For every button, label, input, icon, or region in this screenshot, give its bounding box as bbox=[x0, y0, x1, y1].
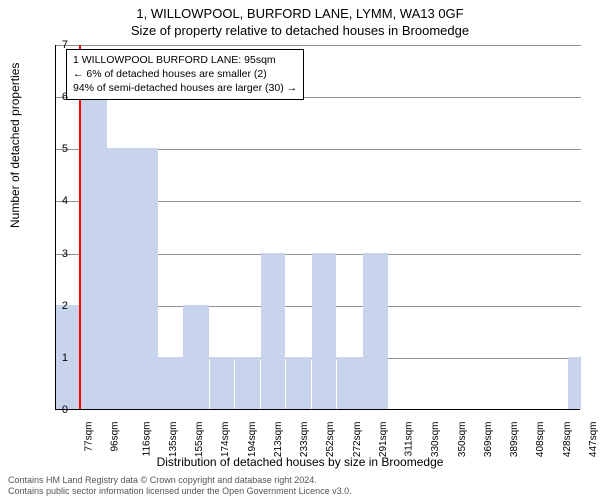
y-tick-label: 3 bbox=[48, 248, 68, 260]
x-tick-label: 174sqm bbox=[220, 422, 231, 458]
histogram-bar bbox=[132, 148, 158, 409]
histogram-bar bbox=[107, 148, 131, 409]
histogram-bar bbox=[235, 357, 261, 409]
x-tick-label: 77sqm bbox=[84, 422, 95, 452]
y-axis-label: Number of detached properties bbox=[8, 63, 22, 228]
x-tick-label: 96sqm bbox=[110, 422, 121, 452]
x-tick-label: 116sqm bbox=[141, 422, 152, 457]
x-tick-label: 389sqm bbox=[509, 422, 520, 458]
chart-area bbox=[55, 45, 580, 410]
annotation-line3: 94% of semi-detached houses are larger (… bbox=[73, 81, 297, 95]
x-tick-label: 311sqm bbox=[403, 422, 414, 457]
footer-line1: Contains HM Land Registry data © Crown c… bbox=[8, 475, 352, 486]
gridline bbox=[56, 45, 581, 46]
y-tick-label: 4 bbox=[48, 195, 68, 207]
chart-container: 1, WILLOWPOOL, BURFORD LANE, LYMM, WA13 … bbox=[0, 0, 600, 500]
x-tick-label: 233sqm bbox=[299, 422, 310, 458]
histogram-bar bbox=[261, 253, 285, 409]
chart-title-line2: Size of property relative to detached ho… bbox=[0, 21, 600, 38]
x-tick-label: 291sqm bbox=[378, 422, 389, 458]
histogram-bar bbox=[286, 357, 312, 409]
x-tick-label: 155sqm bbox=[194, 422, 205, 458]
plot-region bbox=[55, 45, 580, 410]
x-tick-label: 447sqm bbox=[588, 422, 599, 458]
y-tick-label: 1 bbox=[48, 352, 68, 364]
annotation-line1: 1 WILLOWPOOL BURFORD LANE: 95sqm bbox=[73, 53, 297, 67]
y-tick-label: 5 bbox=[48, 143, 68, 155]
y-tick-label: 6 bbox=[48, 91, 68, 103]
footer-attribution: Contains HM Land Registry data © Crown c… bbox=[8, 475, 352, 498]
x-tick-label: 272sqm bbox=[352, 422, 363, 458]
x-tick-label: 369sqm bbox=[483, 422, 494, 458]
x-tick-label: 330sqm bbox=[430, 422, 441, 458]
reference-line bbox=[79, 45, 81, 409]
x-axis-label: Distribution of detached houses by size … bbox=[0, 455, 600, 469]
x-tick-label: 428sqm bbox=[562, 422, 573, 458]
histogram-bar bbox=[337, 357, 363, 409]
annotation-box: 1 WILLOWPOOL BURFORD LANE: 95sqm ← 6% of… bbox=[66, 49, 304, 100]
footer-line2: Contains public sector information licen… bbox=[8, 486, 352, 497]
y-tick-label: 2 bbox=[48, 300, 68, 312]
histogram-bar bbox=[568, 357, 581, 409]
chart-title-line1: 1, WILLOWPOOL, BURFORD LANE, LYMM, WA13 … bbox=[0, 0, 600, 21]
histogram-bar bbox=[312, 253, 336, 409]
x-tick-label: 213sqm bbox=[273, 422, 284, 458]
y-tick-label: 7 bbox=[48, 39, 68, 51]
x-tick-label: 408sqm bbox=[535, 422, 546, 458]
histogram-bar bbox=[81, 96, 107, 409]
annotation-line2: ← 6% of detached houses are smaller (2) bbox=[73, 67, 297, 81]
y-tick-label: 0 bbox=[48, 404, 68, 416]
histogram-bar bbox=[158, 357, 182, 409]
histogram-bar bbox=[210, 357, 234, 409]
x-tick-label: 252sqm bbox=[325, 422, 336, 458]
x-tick-label: 135sqm bbox=[168, 422, 179, 458]
x-tick-label: 194sqm bbox=[247, 422, 258, 458]
histogram-bar bbox=[363, 253, 387, 409]
x-tick-label: 350sqm bbox=[457, 422, 468, 458]
histogram-bar bbox=[183, 305, 209, 409]
